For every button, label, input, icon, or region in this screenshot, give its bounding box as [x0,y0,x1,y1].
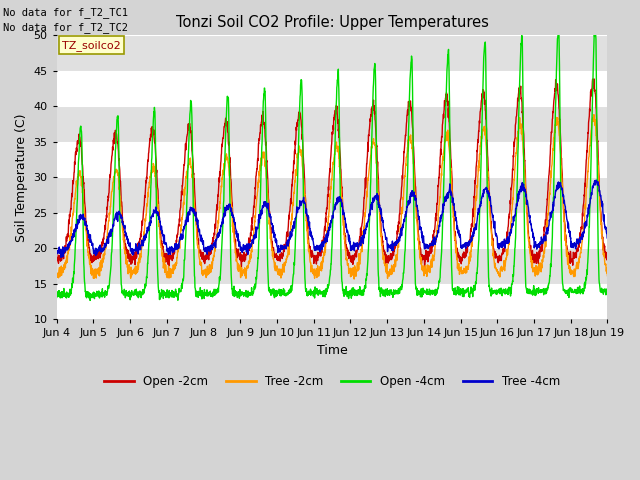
Bar [57,107,607,142]
Bar [57,213,607,248]
X-axis label: Time: Time [317,344,348,357]
Text: TZ_soilco2: TZ_soilco2 [62,39,121,50]
Bar [57,178,607,213]
Bar [57,71,607,107]
Text: No data for f_T2_TC2: No data for f_T2_TC2 [3,22,128,33]
Text: No data for f_T2_TC1: No data for f_T2_TC1 [3,7,128,18]
Title: Tonzi Soil CO2 Profile: Upper Temperatures: Tonzi Soil CO2 Profile: Upper Temperatur… [175,15,488,30]
Bar [57,36,607,71]
Bar [57,142,607,178]
Y-axis label: Soil Temperature (C): Soil Temperature (C) [15,113,28,241]
Bar [57,284,607,319]
Legend: Open -2cm, Tree -2cm, Open -4cm, Tree -4cm: Open -2cm, Tree -2cm, Open -4cm, Tree -4… [100,371,564,393]
Bar [57,248,607,284]
